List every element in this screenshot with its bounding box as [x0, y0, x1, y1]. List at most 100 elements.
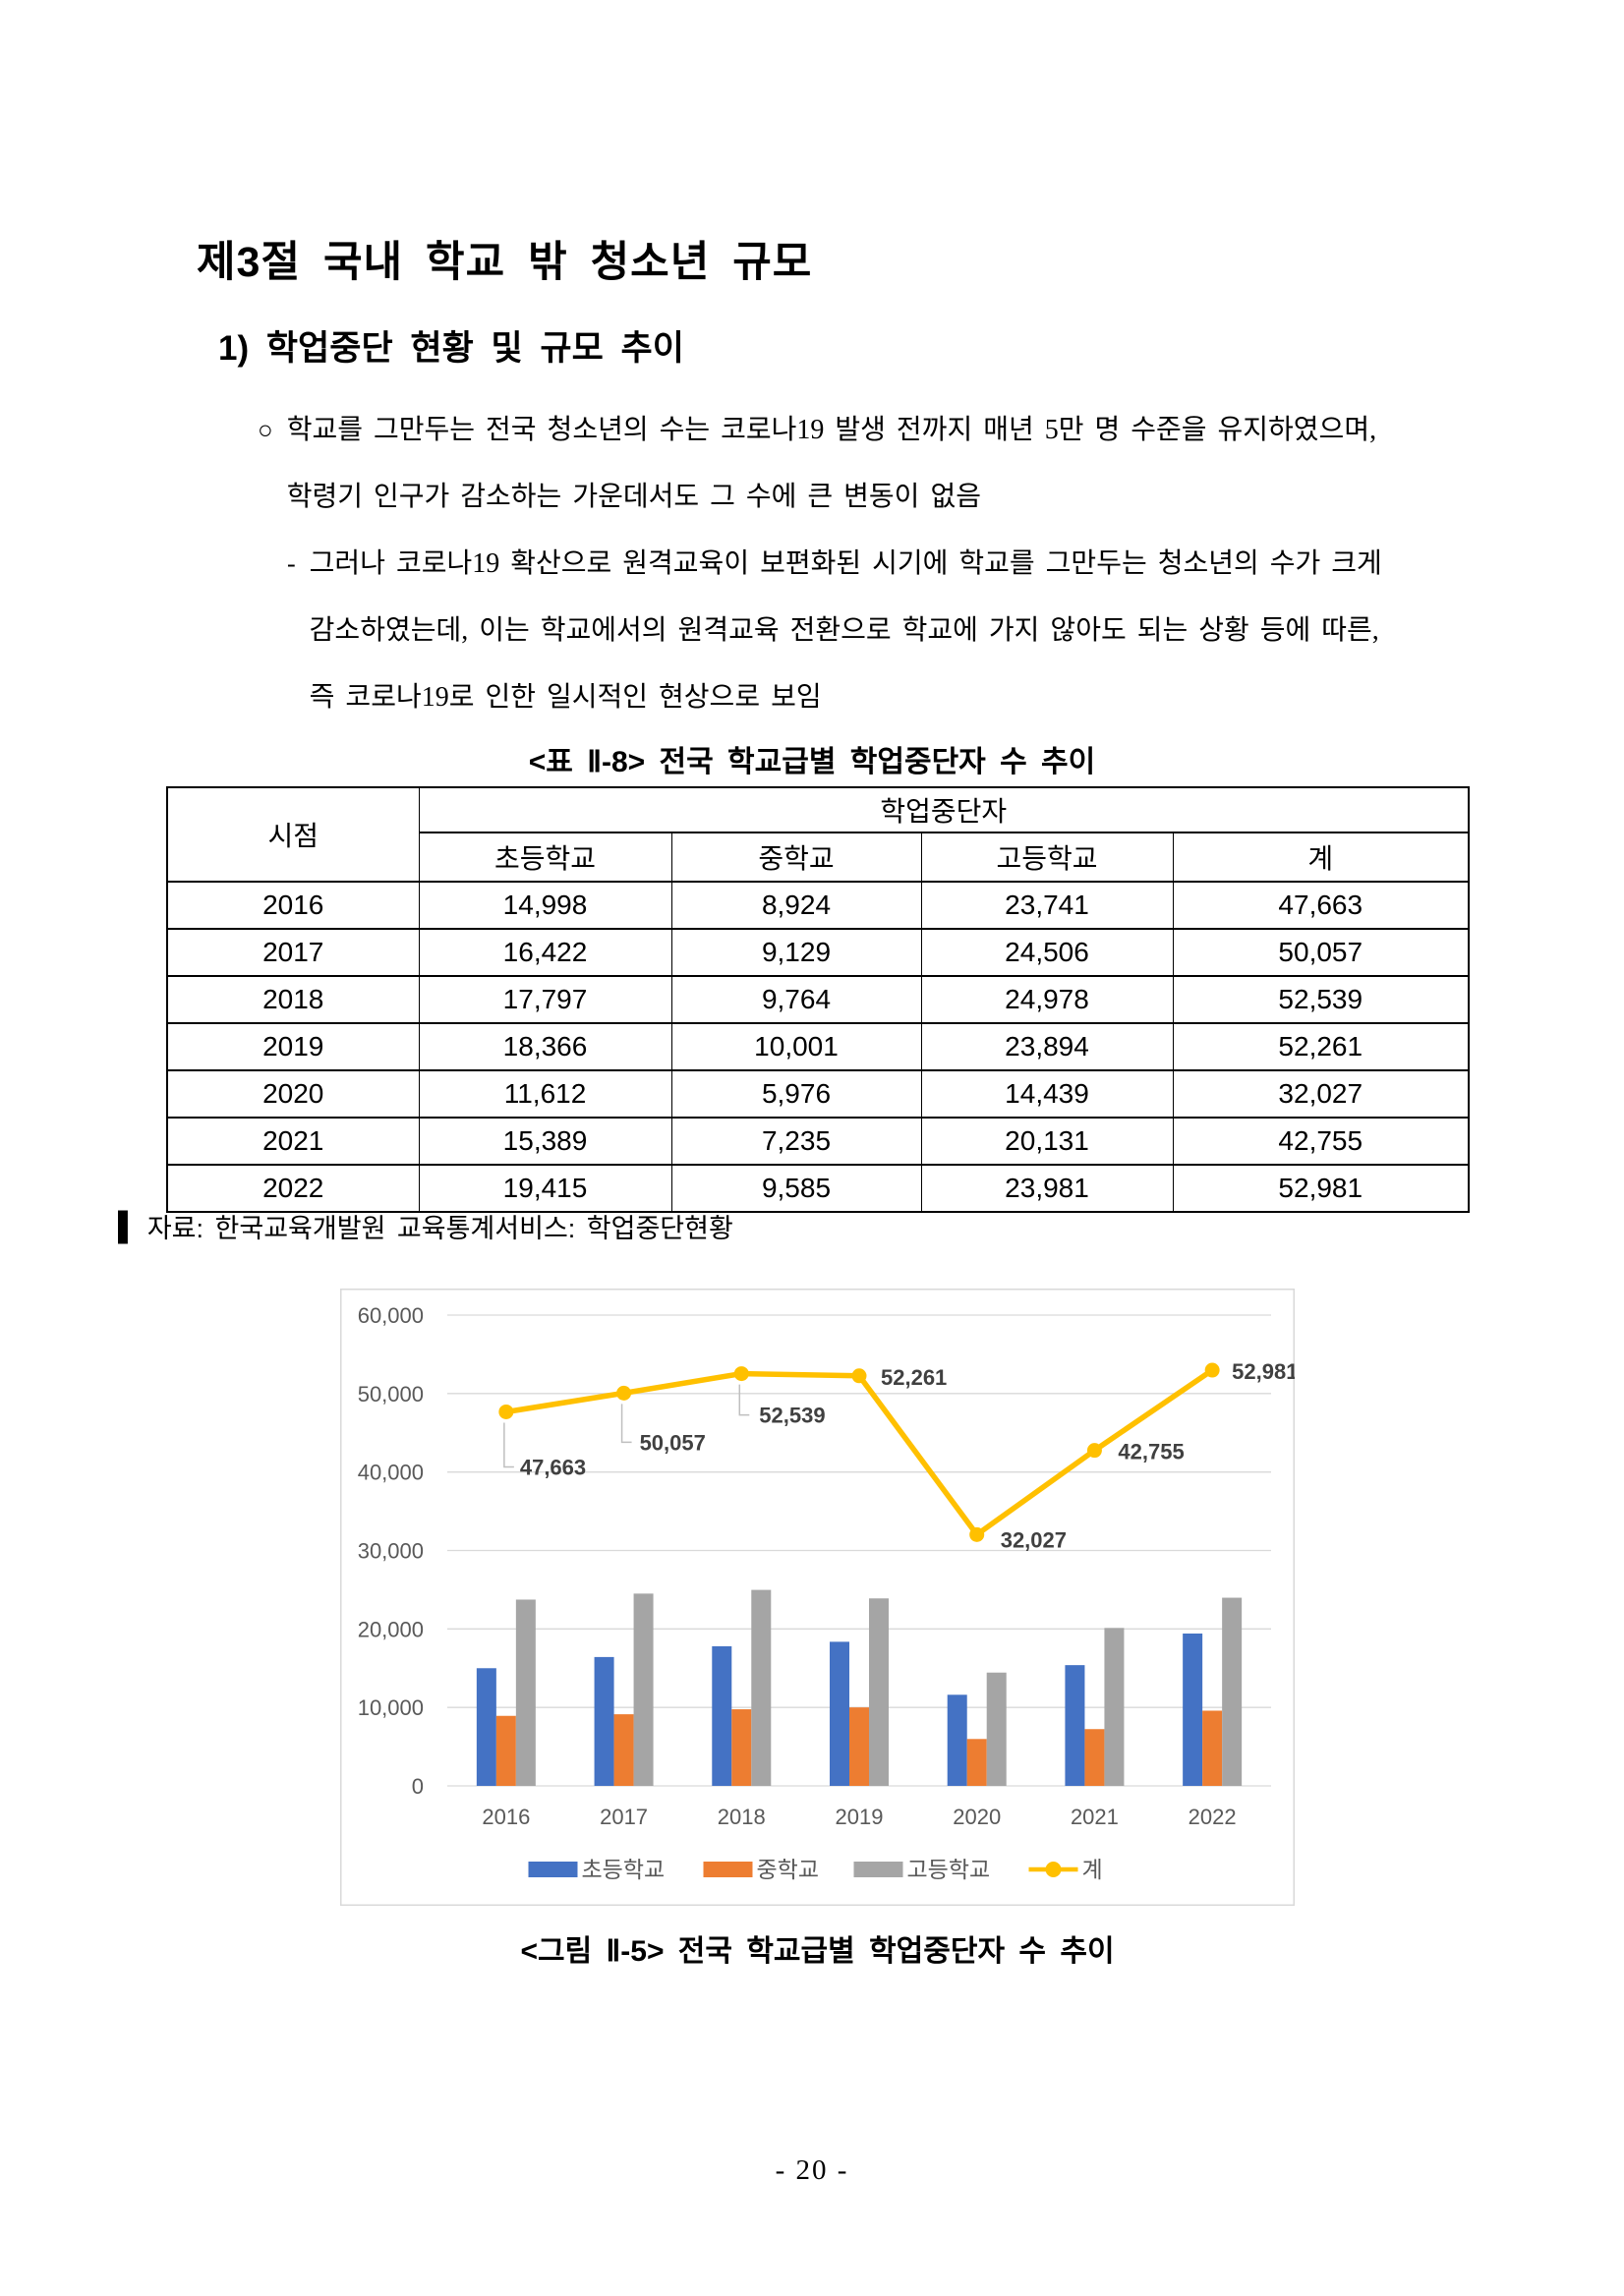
y-tick-label: 50,000 [358, 1382, 424, 1406]
line-marker [1204, 1362, 1220, 1378]
bar-초등학교-2016 [476, 1668, 496, 1786]
circle-bullet-marker: ○ [258, 416, 273, 444]
table-cell-value: 23,894 [920, 1022, 1174, 1071]
table-cell-year: 2017 [166, 928, 420, 977]
bar-고등학교-2020 [986, 1672, 1007, 1786]
legend-swatch-고등학교 [853, 1862, 903, 1877]
table-header-middle: 중학교 [670, 832, 922, 883]
paragraph-dash-lines: 그러나 코로나19 확산으로 원격교육이 보편화된 시기에 학교를 그만두는 청… [310, 531, 1382, 731]
y-tick-label: 0 [412, 1774, 424, 1799]
table-cell-value: 14,439 [920, 1069, 1174, 1119]
table-header-elementary: 초등학교 [418, 832, 672, 883]
x-tick-label: 2021 [1071, 1805, 1119, 1829]
source-note: ▌ 자료: 한국교육개발원 교육통계서비스: 학업중단현황 [118, 1207, 733, 1245]
bar-중학교-2019 [849, 1707, 869, 1786]
table-cell-value: 52,539 [1172, 975, 1470, 1024]
table-cell-year: 2018 [166, 975, 420, 1024]
table-cell-value: 52,261 [1172, 1022, 1470, 1071]
line-marker [733, 1366, 749, 1382]
table-cell-value: 9,129 [670, 928, 922, 977]
source-bar-icon: ▌ [118, 1210, 138, 1241]
bar-중학교-2017 [613, 1714, 634, 1786]
table-row: 2017 16,422 9,129 24,506 50,057 [166, 928, 1470, 977]
bar-고등학교-2018 [751, 1589, 772, 1786]
body-text-line: 학령기 인구가 감소하는 가운데서도 그 수에 큰 변동이 없음 [286, 482, 981, 512]
bar-초등학교-2017 [594, 1656, 614, 1786]
bar-초등학교-2018 [712, 1645, 732, 1786]
table-cell-value: 42,755 [1172, 1117, 1470, 1166]
paragraph-dash: - 그러나 코로나19 확산으로 원격교육이 보편화된 시기에 학교를 그만두는… [287, 531, 1382, 731]
dash-bullet-marker: - [287, 549, 296, 578]
label-leader-line [503, 1422, 514, 1468]
paragraph-bullet-lines: 학교를 그만두는 전국 청소년의 수는 코로나19 발생 전까지 매년 5만 명… [287, 397, 1376, 531]
table-cell-value: 24,978 [920, 975, 1174, 1024]
bar-초등학교-2019 [830, 1641, 849, 1786]
bar-중학교-2021 [1084, 1729, 1105, 1786]
x-tick-label: 2018 [718, 1805, 766, 1829]
data-label: 50,057 [640, 1430, 706, 1455]
data-label: 52,981 [1232, 1359, 1295, 1384]
dropout-table-head: 시점 학업중단자 초등학교 중학교 고등학교 계 [166, 786, 1470, 883]
legend-label-초등학교: 초등학교 [582, 1857, 666, 1882]
table-cell-value: 20,131 [920, 1117, 1174, 1166]
table-cell-value: 23,981 [920, 1164, 1174, 1213]
body-text-line: 즉 코로나19로 인한 일시적인 현상으로 보임 [309, 682, 822, 713]
table-cell-value: 5,976 [670, 1069, 922, 1119]
data-label: 42,755 [1118, 1440, 1184, 1464]
table-row: 2016 14,998 8,924 23,741 47,663 [166, 881, 1470, 930]
table-row: 2019 18,366 10,001 23,894 52,261 [166, 1022, 1470, 1071]
data-label: 52,539 [759, 1404, 825, 1428]
table-cell-value: 32,027 [1172, 1069, 1470, 1119]
line-marker [969, 1526, 985, 1542]
y-tick-label: 60,000 [358, 1303, 424, 1328]
figure-caption: <그림 Ⅱ-5> 전국 학교급별 학업중단자 수 추이 [520, 1935, 1115, 1968]
bar-고등학교-2019 [869, 1598, 889, 1786]
table-cell-year: 2020 [166, 1069, 420, 1119]
bar-고등학교-2022 [1222, 1597, 1243, 1786]
table-header-row-2: 초등학교 중학교 고등학교 계 [167, 832, 1470, 883]
table-row: 2018 17,797 9,764 24,978 52,539 [166, 975, 1470, 1024]
table-caption: <표 Ⅱ-8> 전국 학교급별 학업중단자 수 추이 [528, 746, 1096, 778]
page-number: - 20 - [775, 2154, 849, 2186]
x-tick-label: 2022 [1189, 1805, 1237, 1829]
bar-고등학교-2017 [633, 1593, 654, 1786]
table-cell-year: 2019 [166, 1022, 420, 1071]
bar-고등학교-2016 [515, 1599, 536, 1786]
data-label: 47,663 [520, 1455, 586, 1479]
dropout-table-body: 2016 14,998 8,924 23,741 47,663 2017 16,422 9,1… [166, 881, 1470, 1213]
bar-고등학교-2021 [1104, 1628, 1125, 1786]
bar-초등학교-2020 [947, 1694, 967, 1786]
table-header-high: 고등학교 [920, 832, 1174, 883]
body-text-line: 학교를 그만두는 전국 청소년의 수는 코로나19 발생 전까지 매년 5만 명… [286, 415, 1377, 445]
chart-border [340, 1289, 1295, 1906]
body-text-line: 그러나 코로나19 확산으로 원격교육이 보편화된 시기에 학교를 그만두는 청… [309, 548, 1382, 579]
x-tick-label: 2016 [482, 1805, 530, 1829]
x-tick-label: 2017 [600, 1805, 648, 1829]
subsection-title: 1) 학업중단 현황 및 규모 추이 [218, 329, 684, 368]
table-cell-value: 52,981 [1172, 1164, 1470, 1213]
source-text: 자료: 한국교육개발원 교육통계서비스: 학업중단현황 [146, 1214, 733, 1243]
table-row: 2022 19,415 9,585 23,981 52,981 [166, 1164, 1470, 1213]
table-cell-value: 19,415 [418, 1164, 672, 1213]
table-cell-value: 15,389 [418, 1117, 672, 1166]
y-tick-label: 30,000 [358, 1539, 424, 1564]
legend-swatch-중학교 [703, 1862, 753, 1877]
bar-초등학교-2022 [1183, 1634, 1203, 1786]
bar-중학교-2016 [495, 1715, 516, 1786]
paragraph-bullet: ○ 학교를 그만두는 전국 청소년의 수는 코로나19 발생 전까지 매년 5만… [258, 397, 1376, 531]
label-leader-line [620, 1404, 632, 1444]
dropout-table: 시점 학업중단자 초등학교 중학교 고등학교 계 2016 14,998 8,924… [166, 786, 1470, 1213]
data-label: 52,261 [881, 1365, 947, 1390]
table-cell-year: 2016 [166, 881, 420, 930]
legend-swatch-초등학교 [528, 1862, 578, 1877]
bar-초등학교-2021 [1065, 1665, 1085, 1786]
legend-label-중학교: 중학교 [757, 1857, 819, 1882]
dropout-trend-chart: 0 10,000 20,000 30,000 40,000 50,000 60,000 201… [340, 1289, 1295, 1906]
y-tick-label: 20,000 [358, 1617, 424, 1641]
body-text-line: 감소하였는데, 이는 학교에서의 원격교육 전환으로 학교에 가지 않아도 되는… [309, 615, 1379, 646]
table-cell-value: 14,998 [418, 881, 672, 930]
data-label: 32,027 [1001, 1527, 1067, 1552]
table-cell-value: 7,235 [670, 1117, 922, 1166]
table-cell-value: 18,366 [418, 1022, 672, 1071]
